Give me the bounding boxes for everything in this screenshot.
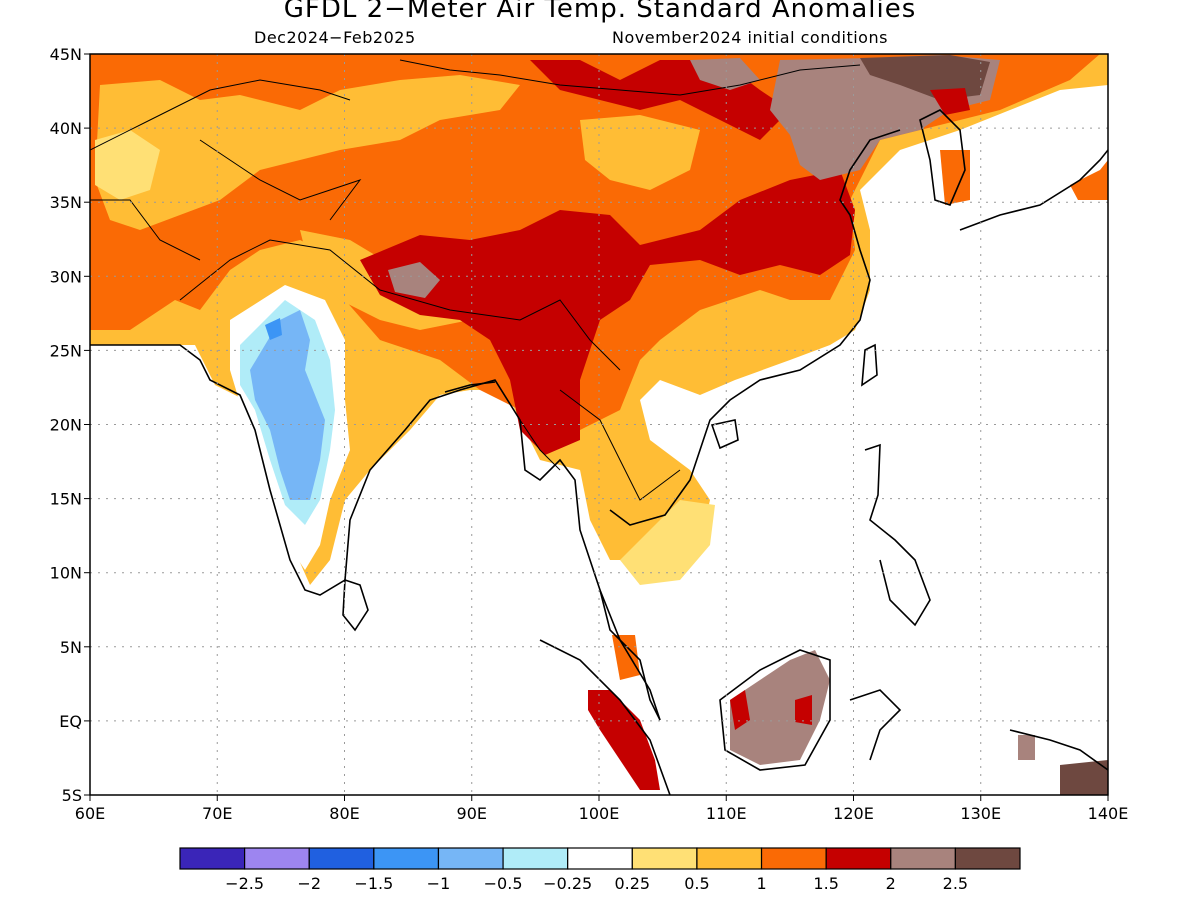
colorbar-label: −2: [297, 874, 321, 893]
anomaly-region-1.5: [612, 635, 640, 680]
lon-tick-label: 120E: [833, 804, 874, 823]
anomaly-region-2.5: [388, 262, 440, 298]
anomaly-region-neg1: [265, 318, 282, 340]
lat-tick-label: 35N: [50, 193, 82, 212]
lat-tick-label: EQ: [59, 712, 82, 731]
anomaly-region-2: [930, 88, 970, 115]
gridlines: [90, 54, 1108, 795]
colorbar-swatch: [696, 847, 763, 870]
colorbar-label: −2.5: [225, 874, 264, 893]
initial-conditions: November2024 initial conditions: [612, 28, 888, 47]
anomaly-region-2.5: [1060, 760, 1108, 795]
lon-tick-label: 100E: [579, 804, 620, 823]
lat-tick-label: 5N: [60, 638, 82, 657]
colorbar-swatch: [308, 847, 375, 870]
coastline-hainan: [710, 419, 739, 450]
colorbar-swatch: [890, 847, 956, 870]
colorbar-label: 2.5: [943, 874, 968, 893]
coastline-newguinea: [1009, 729, 1108, 771]
map-title: GFDL 2−Meter Air Temp. Standard Anomalie…: [283, 0, 917, 24]
border-line: [90, 199, 201, 261]
lat-tick-label: 40N: [50, 119, 82, 138]
anomaly-region-neg0.5: [250, 310, 325, 500]
lat-tick-label: 15N: [50, 490, 82, 509]
colorbar-label: −1.5: [354, 874, 393, 893]
coastline-srilanka: [342, 578, 369, 632]
coastline-indochina: [609, 129, 901, 526]
coastline-sumatra: [539, 639, 671, 795]
forecast-period: Dec2024−Feb2025: [254, 28, 416, 47]
border-line: [179, 239, 621, 371]
colorbar-label: 0.25: [614, 874, 650, 893]
anomaly-region-2: [730, 690, 812, 730]
lat-tick-label: 45N: [50, 45, 82, 64]
anomaly-region-1.5: [1070, 160, 1108, 200]
latitude-axis: 45N 40N 35N 30N 25N 20N 15N 10N 5N EQ 5S: [50, 45, 90, 805]
colorbar-label: 1: [756, 874, 766, 893]
coastline-japan: [959, 149, 1108, 231]
coastline-india: [90, 344, 661, 721]
longitude-axis: 60E 70E 80E 90E 100E 110E 120E 130E 140E: [75, 795, 1129, 823]
lon-tick-label: 140E: [1088, 804, 1129, 823]
anomaly-region-2: [360, 170, 855, 455]
lat-tick-label: 20N: [50, 416, 82, 435]
colorbar-label: −0.5: [484, 874, 523, 893]
lat-tick-label: 25N: [50, 341, 82, 360]
coastline-taiwan: [861, 343, 878, 387]
coastline-malaya: [599, 589, 661, 721]
border-line: [559, 389, 681, 501]
colorbar-swatch: [954, 847, 1021, 870]
lat-tick-label: 30N: [50, 267, 82, 286]
lat-tick-label: 10N: [50, 564, 82, 583]
border-line: [90, 79, 351, 151]
anomaly-region-2.5: [730, 650, 830, 765]
coastline-korea: [919, 109, 966, 206]
country-borders: [90, 59, 861, 501]
colorbar-legend: −2.5 −2 −1.5 −1 −0.5 −0.25 0.25 0.5 1 1.5 2 2.5: [179, 847, 1021, 893]
anomaly-region-1.5: [940, 150, 970, 205]
border-line: [519, 419, 561, 471]
coastline-borneo: [719, 649, 831, 771]
lon-tick-label: 90E: [457, 804, 487, 823]
anomaly-region-0.5: [620, 500, 715, 585]
anomaly-region-1: [95, 75, 520, 230]
colorbar-swatch: [244, 847, 310, 870]
lon-tick-label: 80E: [329, 804, 359, 823]
colorbar-label: 2: [886, 874, 896, 893]
colorbar-swatch: [437, 847, 504, 870]
colorbar-label: 0.5: [684, 874, 709, 893]
colorbar-swatch: [567, 847, 633, 870]
anomaly-region-2: [588, 690, 660, 790]
lat-tick-label: 5S: [62, 786, 82, 805]
anomaly-region-1: [580, 115, 700, 190]
coastline-bengal: [444, 381, 496, 393]
coastline-sulawesi: [849, 689, 902, 761]
colorbar-swatch: [825, 847, 892, 870]
colorbar-swatch: [373, 847, 440, 870]
colorbar-swatch: [502, 847, 569, 870]
colorbar-swatch: [179, 847, 246, 870]
anomaly-region-0.5: [95, 130, 160, 200]
colorbar-label: −0.25: [543, 874, 592, 893]
lon-tick-label: 130E: [960, 804, 1001, 823]
anomaly-region-2.5: [690, 58, 760, 90]
lon-tick-label: 70E: [202, 804, 232, 823]
border-line: [199, 139, 362, 221]
lon-tick-label: 60E: [75, 804, 105, 823]
coastline-philippines: [864, 443, 931, 627]
colorbar-swatch: [760, 847, 827, 870]
colorbar-label: 1.5: [813, 874, 838, 893]
colorbar-swatch: [631, 847, 698, 870]
coastlines: [90, 109, 1108, 795]
colorbar-label: −1: [427, 874, 451, 893]
border-line: [399, 59, 861, 96]
anomaly-region-2.5: [1018, 735, 1035, 760]
lon-tick-label: 110E: [706, 804, 747, 823]
